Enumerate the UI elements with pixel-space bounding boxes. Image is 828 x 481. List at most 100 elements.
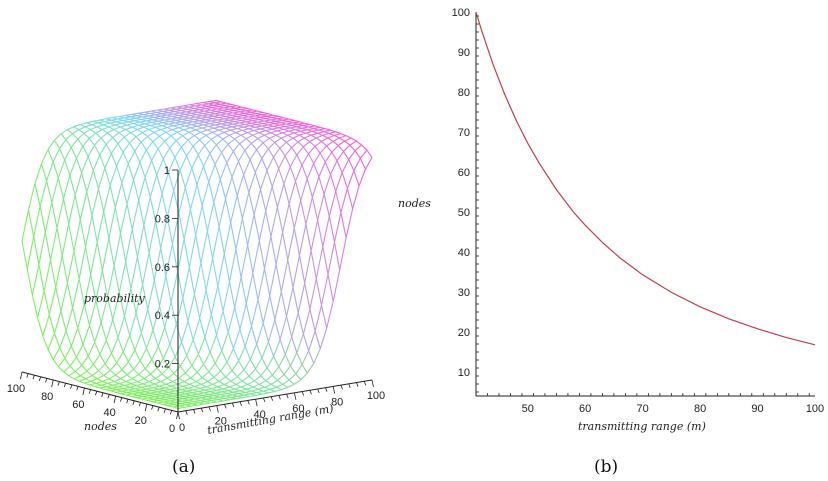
mesh-line [169, 400, 176, 403]
mesh-line [200, 230, 208, 263]
mesh-line [154, 220, 162, 249]
mesh-line [195, 381, 202, 385]
mesh-line [73, 375, 81, 380]
mesh-line [168, 366, 175, 374]
mesh-line [254, 172, 262, 190]
mesh-line [91, 215, 98, 243]
mesh-line [315, 278, 323, 306]
mesh-line [271, 186, 278, 208]
mesh-line [150, 367, 158, 375]
mesh-line [51, 202, 58, 229]
mesh-line [205, 290, 212, 315]
mesh-line [102, 380, 108, 385]
mesh-line [310, 250, 317, 279]
mesh-line [131, 200, 140, 230]
mesh-line [159, 397, 166, 401]
mesh-line [178, 372, 186, 379]
mesh-line [119, 380, 127, 385]
mesh-line [302, 141, 311, 148]
mesh-line [56, 227, 63, 256]
mesh-line [271, 366, 280, 376]
mesh-line [229, 383, 237, 388]
mesh-line [99, 119, 105, 123]
mesh-line [214, 152, 223, 165]
mesh-line [234, 388, 241, 392]
mesh-line [143, 393, 150, 397]
mesh-line [101, 270, 109, 297]
mesh-line [147, 385, 154, 389]
mesh-line [348, 159, 355, 171]
mesh-line [182, 135, 189, 141]
mesh-line [182, 118, 188, 122]
mesh-line [221, 350, 228, 363]
mesh-line [107, 380, 115, 385]
mesh-line [205, 108, 212, 111]
mesh-line [228, 134, 235, 140]
mesh-line [188, 234, 197, 268]
mesh-line [237, 395, 243, 399]
mesh-line [77, 132, 85, 140]
mesh-line [156, 123, 163, 127]
mesh-line [345, 135, 352, 139]
mesh-line [200, 117, 207, 121]
mesh-line [178, 125, 186, 129]
mesh-line [111, 387, 118, 391]
x-tick-mark [255, 399, 258, 407]
mesh-line [246, 388, 252, 392]
mesh-line [68, 195, 76, 224]
mesh-line [118, 292, 126, 317]
mesh-line [317, 132, 323, 136]
mesh-line [224, 198, 232, 223]
mesh-line [243, 159, 251, 175]
mesh-line [222, 109, 228, 113]
mesh-line [83, 304, 91, 326]
mesh-line [121, 361, 129, 371]
mesh-line [27, 209, 35, 237]
mesh-line [175, 140, 182, 148]
mesh-line [239, 143, 246, 151]
mesh-line [155, 393, 162, 397]
mesh-line [282, 383, 289, 388]
mesh-line [145, 391, 151, 394]
mesh-line [262, 122, 269, 126]
mesh-line [275, 232, 284, 265]
mesh-line [150, 373, 157, 379]
mesh-line [131, 229, 138, 258]
mesh-line [252, 120, 258, 123]
mesh-line [327, 134, 335, 139]
mesh-line [318, 129, 325, 133]
mesh-line [186, 122, 192, 126]
mesh-line [264, 120, 270, 123]
mesh-line [175, 298, 184, 325]
mesh-line [177, 381, 185, 385]
mesh-line [191, 124, 198, 127]
mesh-line [192, 145, 199, 155]
mesh-line [290, 352, 298, 367]
mesh-line [103, 185, 111, 212]
mesh-line [130, 288, 137, 314]
mesh-line [162, 147, 171, 160]
mesh-line [153, 131, 160, 137]
mesh-line [144, 160, 153, 178]
mesh-line [47, 139, 55, 151]
mesh-line [49, 227, 58, 261]
mesh-line [226, 348, 234, 363]
mesh-line [180, 139, 189, 148]
mesh-line [185, 365, 193, 374]
mesh-line [181, 389, 188, 392]
mesh-line [121, 163, 129, 183]
mesh-line [150, 124, 156, 128]
mesh-line [136, 397, 142, 400]
mesh-line [266, 367, 273, 376]
mesh-line [258, 240, 266, 269]
mesh-line [267, 341, 275, 357]
mesh-line [69, 356, 77, 367]
mesh-line [105, 118, 112, 121]
mesh-line [204, 314, 212, 338]
mesh-line [247, 107, 253, 111]
mesh-line [52, 148, 60, 163]
mesh-line [284, 155, 291, 167]
mesh-line [123, 132, 132, 138]
line-y-tick-label: 80 [458, 87, 470, 99]
mesh-line [288, 130, 295, 134]
